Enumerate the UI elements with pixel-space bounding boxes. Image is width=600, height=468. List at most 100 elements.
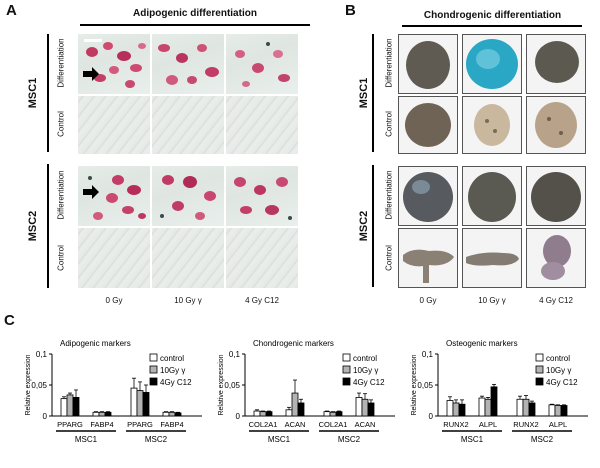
- panel-a-msc1-ctl-0gy-image: [78, 96, 150, 154]
- panel-a-msc1-label: MSC1: [27, 77, 39, 109]
- x-tick-label: PPARG: [127, 420, 153, 429]
- legend-label-control: control: [353, 354, 377, 363]
- legend-swatch-control: [342, 353, 351, 362]
- panel-a-msc1-row-differentiation: Differentiation: [56, 38, 66, 88]
- legend-label-4gy-c12: 4Gy C12: [160, 378, 192, 387]
- bar-4gy-c12: [528, 402, 536, 417]
- panel-b-title-rule: [402, 25, 582, 27]
- legend-swatch-4gy-c12: [535, 377, 544, 386]
- panel-b-col-4gyc12: 4 Gy C12: [539, 296, 573, 305]
- panel-a-col-10gy: 10 Gy γ: [174, 296, 202, 305]
- legend-swatch-control: [149, 353, 158, 362]
- bar-10gy: [136, 390, 144, 417]
- panel-b-msc2-row-control: Control: [384, 245, 394, 271]
- chart-title: Chondrogenic markers: [253, 339, 334, 348]
- panel-a-msc2-diff-4gyc12-image: [226, 166, 298, 226]
- panel-b-col-10gy: 10 Gy γ: [478, 296, 506, 305]
- legend-label-4gy-c12: 4Gy C12: [353, 378, 385, 387]
- panel-a-msc2-ctl-0gy-image: [78, 228, 150, 288]
- panel-a-col-0gy: 0 Gy: [105, 296, 123, 305]
- bar-control: [516, 398, 524, 417]
- y-tick-label: 0: [43, 412, 48, 421]
- panel-a-msc2-row-control: Control: [56, 245, 66, 271]
- x-tick-label: FABP4: [160, 420, 183, 429]
- adipogenic-chart: Relative expression 0 0,05 0,1 Adipogenic ma…: [25, 339, 202, 444]
- panel-b-msc1-label: MSC1: [358, 77, 370, 109]
- panel-c-letter: C: [4, 312, 15, 329]
- panel-a-msc1-diff-4gyc12-image: [226, 34, 298, 94]
- panel-b-msc2-ctl-0gy-pellet: [398, 228, 458, 288]
- panel-a-letter: A: [6, 2, 17, 19]
- panel-b-col-0gy: 0 Gy: [419, 296, 437, 305]
- bar-control: [355, 397, 363, 417]
- bar-control: [130, 387, 138, 417]
- bar-4gy-c12: [72, 397, 80, 417]
- x-tick-label: ACAN: [355, 420, 376, 429]
- chart-title: Osteogenic markers: [446, 339, 518, 348]
- panel-a-msc1-row-control: Control: [56, 111, 66, 137]
- x-tick-label: RUNX2: [513, 420, 538, 429]
- x-tick-label: COL2A1: [249, 420, 278, 429]
- legend-swatch-10gy: [535, 365, 544, 374]
- y-axis-label: Relative expression: [218, 354, 225, 415]
- x-tick-label: PPARG: [57, 420, 83, 429]
- bar-control: [162, 411, 170, 417]
- legend-label-control: control: [160, 354, 184, 363]
- legend-swatch-10gy: [342, 365, 351, 374]
- panel-b-msc2-ctl-4gyc12-pellet: [526, 228, 586, 288]
- y-tick-label: 0,1: [422, 350, 434, 359]
- group-label-msc1: MSC1: [75, 435, 98, 444]
- bar-4gy-c12: [367, 402, 375, 417]
- y-tick-label: 0,1: [36, 350, 48, 359]
- group-label-msc1: MSC1: [461, 435, 484, 444]
- bar-4gy-c12: [297, 402, 305, 417]
- bar-control: [478, 397, 486, 417]
- x-tick-label: FABP4: [90, 420, 113, 429]
- panel-b-msc2-row-differentiation: Differentiation: [384, 170, 394, 220]
- bar-control: [92, 411, 100, 417]
- panel-a-msc2-diff-0gy-image: [78, 166, 150, 226]
- panel-a-col-4gyc12: 4 Gy C12: [245, 296, 279, 305]
- x-tick-label: COL2A1: [319, 420, 348, 429]
- panel-b-msc2-diff-0gy-pellet: [398, 166, 458, 226]
- bar-control: [285, 409, 293, 417]
- chondrogenic-chart: Relative expression 0 0,05 0,1 Chondrogenic …: [218, 339, 395, 444]
- legend-label-10gy: 10Gy γ: [160, 366, 185, 375]
- legend-swatch-4gy-c12: [149, 377, 158, 386]
- x-tick-label: ACAN: [285, 420, 306, 429]
- panel-a-title-rule: [80, 24, 310, 26]
- legend-label-10gy: 10Gy γ: [353, 366, 378, 375]
- panel-a-msc2-label: MSC2: [27, 210, 39, 242]
- bar-10gy: [168, 411, 176, 417]
- panel-a-msc2-ctl-4gyc12-image: [226, 228, 298, 288]
- legend-label-4gy-c12: 4Gy C12: [546, 378, 578, 387]
- legend-label-10gy: 10Gy γ: [546, 366, 571, 375]
- panel-b-msc1-diff-0gy-pellet: [398, 34, 458, 94]
- bar-4gy-c12: [104, 411, 112, 417]
- panel-b-msc2-label: MSC2: [358, 210, 370, 242]
- x-tick-label: ALPL: [549, 420, 567, 429]
- y-axis-label: Relative expression: [25, 354, 32, 415]
- legend-label-control: control: [546, 354, 570, 363]
- bar-4gy-c12: [174, 412, 182, 417]
- panel-a-msc1-ctl-4gyc12-image: [226, 96, 298, 154]
- bar-control: [323, 411, 331, 417]
- panel-b-msc2-diff-10gy-pellet: [462, 166, 522, 226]
- panel-b-msc2-ctl-10gy-pellet: [462, 228, 522, 288]
- panel-a-msc1-diff-10gy-image: [152, 34, 224, 94]
- bar-4gy-c12: [490, 386, 498, 417]
- x-tick-label: RUNX2: [443, 420, 468, 429]
- bar-10gy: [484, 398, 492, 417]
- legend-swatch-4gy-c12: [342, 377, 351, 386]
- bar-control: [548, 404, 556, 417]
- bar-10gy: [66, 394, 74, 417]
- panel-b-msc1-ctl-4gyc12-pellet: [526, 96, 586, 154]
- panel-a-msc2-bracket: [47, 164, 49, 288]
- bar-10gy: [259, 411, 267, 417]
- y-tick-label: 0,05: [31, 381, 47, 390]
- bar-control: [446, 400, 454, 417]
- y-tick-label: 0: [429, 412, 434, 421]
- panel-b-msc1-ctl-0gy-pellet: [398, 96, 458, 154]
- bar-control: [253, 410, 261, 417]
- bar-control: [60, 398, 68, 417]
